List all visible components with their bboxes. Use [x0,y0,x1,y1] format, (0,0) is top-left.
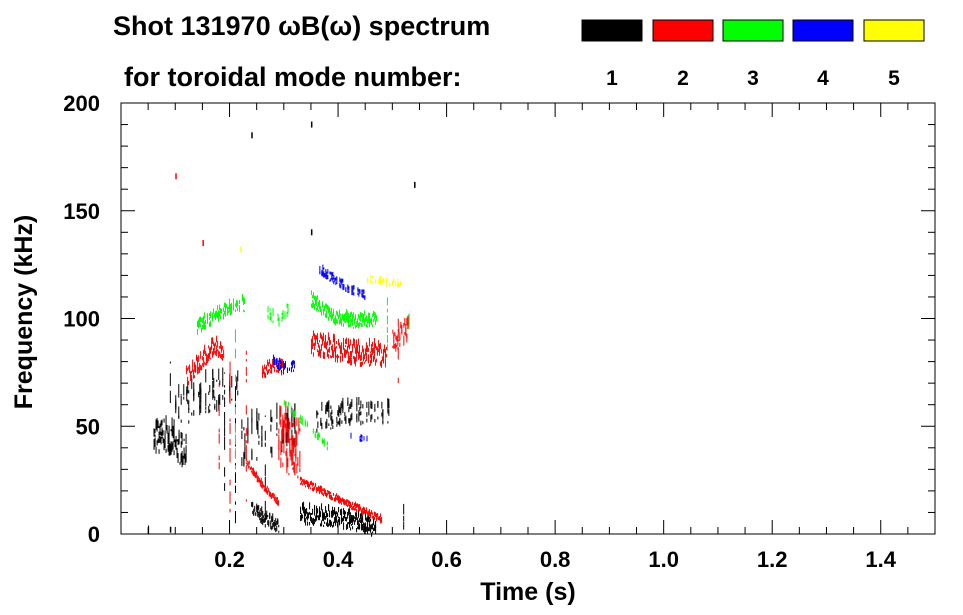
y-tick-label: 50 [76,414,100,439]
feature-mode-3-13 [196,294,245,335]
legend-caption: for toroidal mode number: [124,62,462,92]
axis-ticks: 0 50 100 150 200 0.2 0.4 0.6 0.8 1.0 1.2 1.4 [63,91,935,572]
y-tick-label: 0 [88,522,100,547]
x-tick-label: 1.4 [865,547,896,572]
speck-mode-2-4 [202,240,204,247]
x-tick-label: 1.2 [757,547,788,572]
speck-mode-2-0 [175,173,177,180]
y-tick-label: 200 [63,91,100,116]
feature-mode-1-5 [241,402,296,467]
x-tick-label: 0.8 [540,547,571,572]
x-tick-label: 0.6 [431,547,462,572]
legend-label-mode-5: 5 [888,67,900,90]
y-tick-label: 100 [63,307,100,332]
y-axis-label: Frequency (kHz) [10,215,38,409]
legend-swatch-mode-4 [792,19,854,42]
feature-mode-1-4 [316,396,390,433]
chart-title: Shot 131970 ωB(ω) spectrum [113,11,490,41]
legend-swatch-mode-1 [581,19,643,42]
mode-legend: 1 2 3 4 5 [581,19,925,90]
spectral-traces [148,121,416,537]
feature-mode-1-3 [300,501,377,537]
feature-mode-4-18 [319,264,366,301]
feature-mode-2-10 [300,476,383,524]
speck-mode-1-1 [251,132,253,139]
feature-mode-1-0 [153,415,187,468]
feature-mode-2-8 [278,401,301,479]
legend-label-mode-3: 3 [747,67,759,90]
feature-mode-4-17 [272,354,295,375]
legend-swatch-mode-2 [652,19,714,42]
x-tick-label: 0.2 [214,547,245,572]
speck-mode-1-2 [310,229,313,236]
feature-mode-2-11 [310,330,387,368]
feature-mode-2-9 [245,458,279,507]
x-tick-label: 1.0 [648,547,679,572]
legend-label-mode-4: 4 [817,67,829,90]
feature-mode-2-12 [392,314,410,352]
feature-mode-1-1 [175,367,239,424]
speck-mode-1-7 [310,121,313,128]
y-tick-label: 150 [63,199,100,224]
speck-mode-1-3 [414,181,416,188]
feature-mode-2-6 [186,335,225,385]
legend-swatch-mode-5 [863,19,925,42]
feature-mode-5-20 [367,275,402,288]
legend-swatch-mode-3 [722,19,784,42]
speck-mode-5-5 [240,246,242,253]
x-axis-label: Time (s) [480,578,575,606]
legend-label-mode-1: 1 [606,67,618,90]
feature-mode-3-16 [283,400,328,451]
legend-label-mode-2: 2 [677,67,689,90]
speck-mode-1-6 [169,526,172,533]
feature-mode-1-2 [251,501,280,533]
feature-mode-4-19 [350,432,368,443]
feature-mode-3-15 [310,290,377,329]
x-tick-label: 0.4 [323,547,354,572]
feature-mode-3-14 [267,303,289,327]
plot-frame [120,102,936,535]
